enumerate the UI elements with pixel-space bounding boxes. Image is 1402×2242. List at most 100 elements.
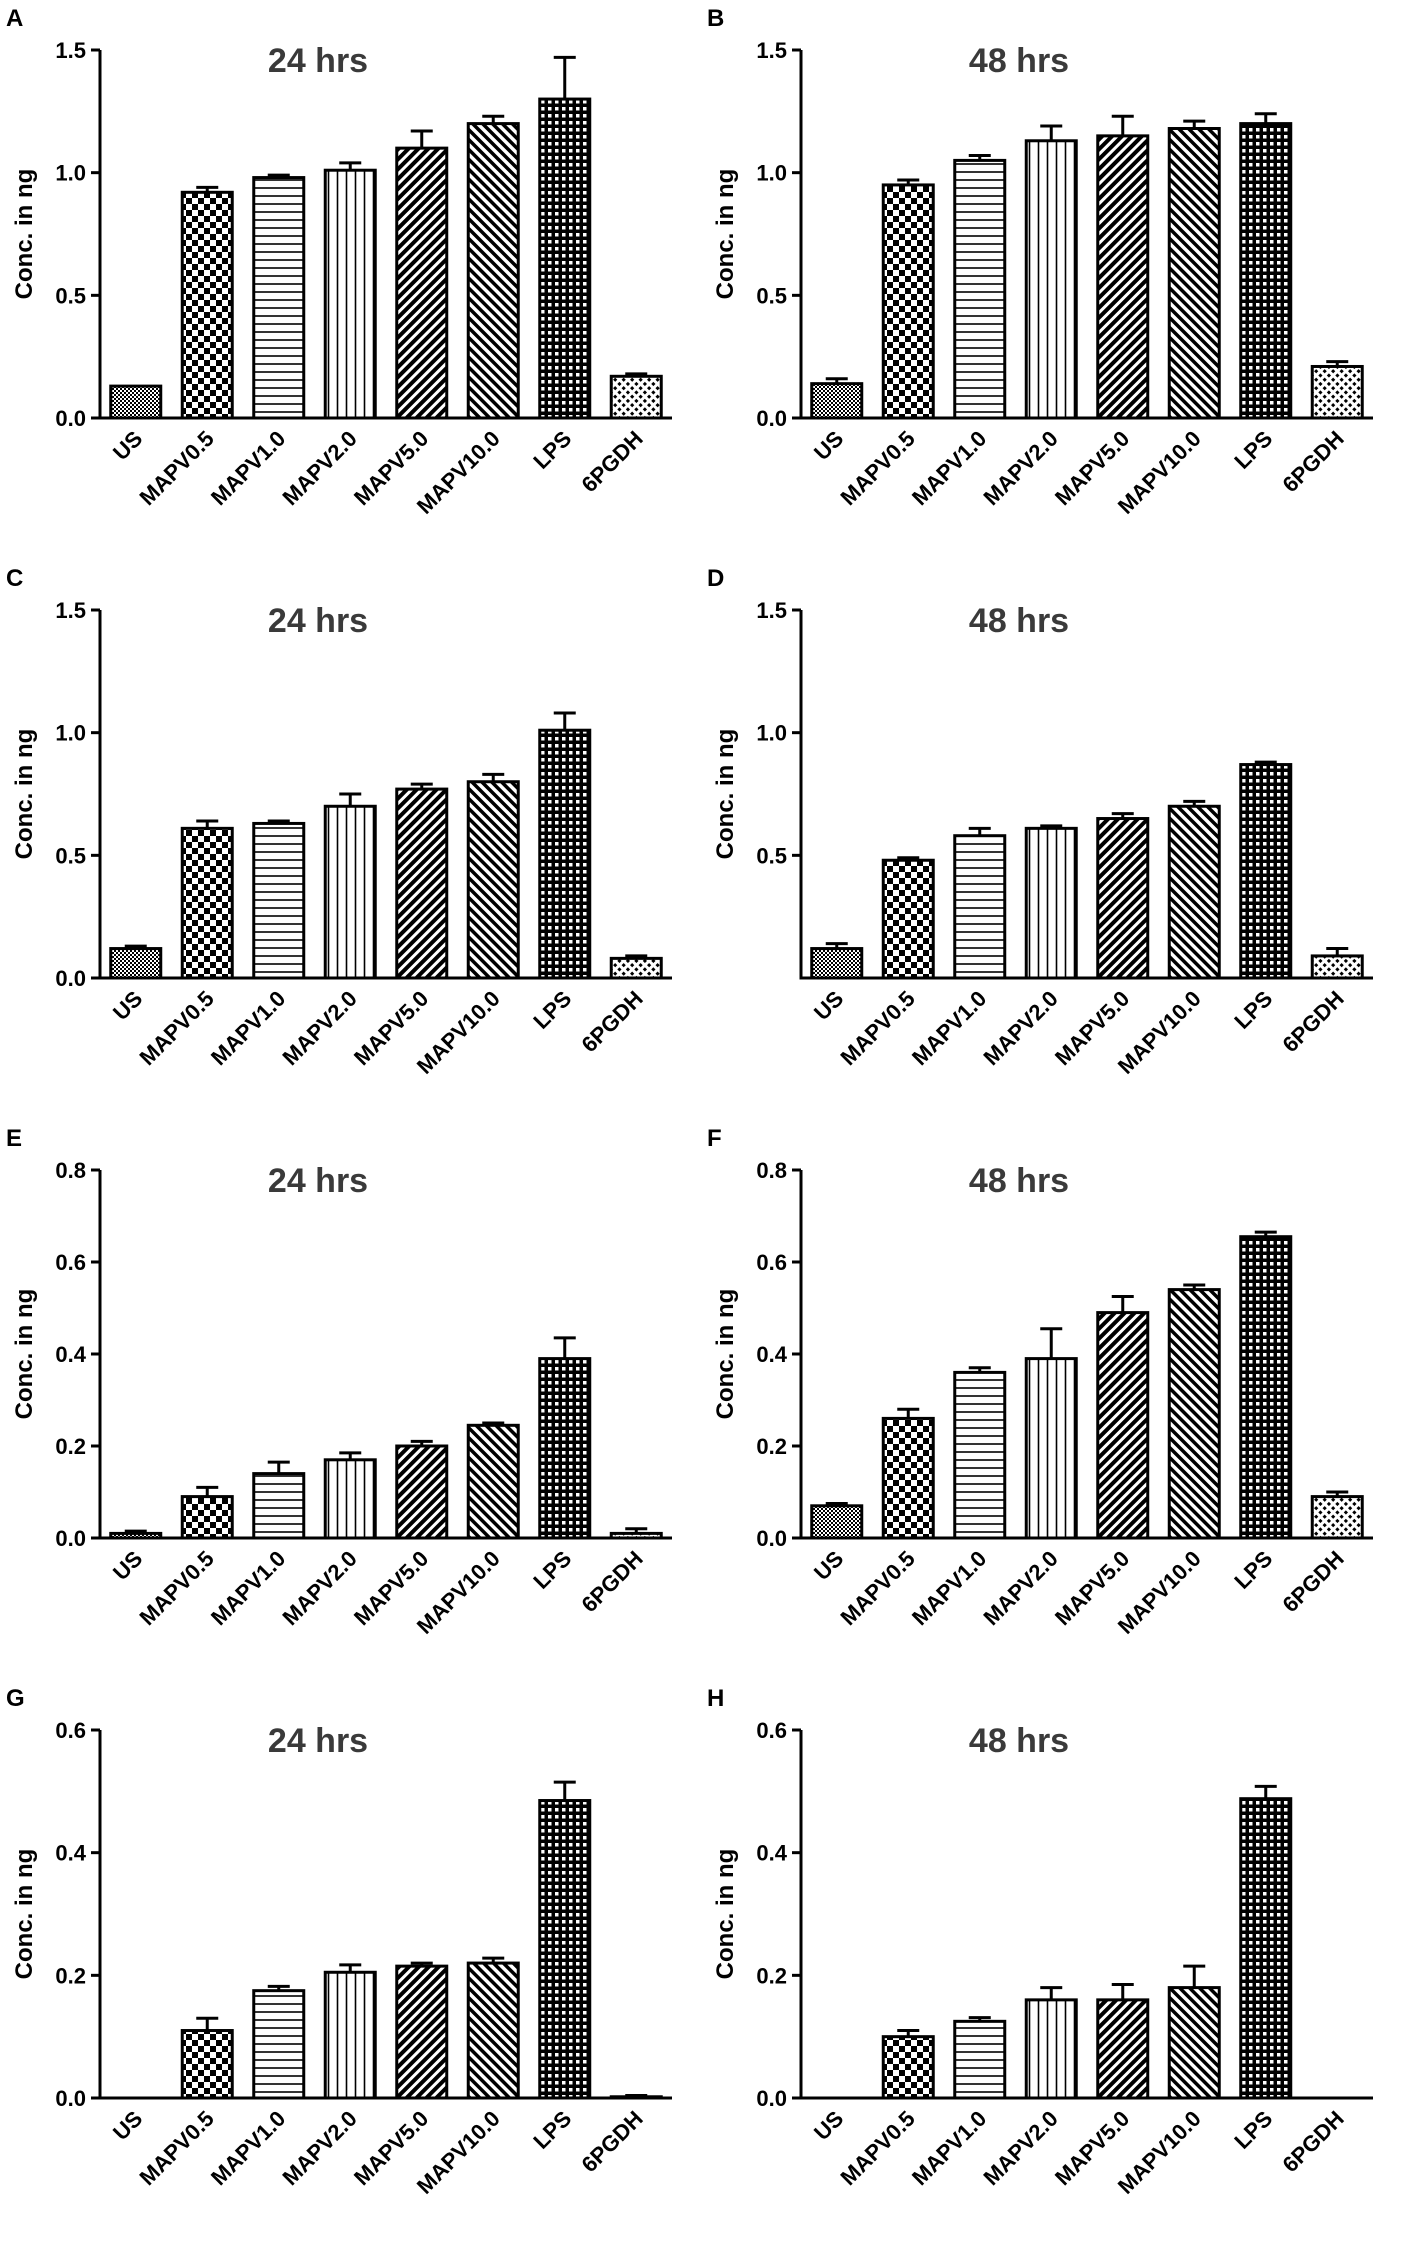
x-tick-label: US (108, 2106, 147, 2145)
x-tick-label: 6PGDH (577, 1546, 648, 1617)
y-tick-label: 0.5 (55, 843, 86, 868)
x-tick-label: MAPV2.0 (278, 426, 362, 510)
bar-mapv10-0 (466, 780, 520, 980)
bar-6pgdh (609, 956, 663, 980)
x-tick-label: US (809, 1546, 848, 1585)
bar-lps (538, 1799, 592, 2100)
y-axis-label: Conc. in ng (712, 1289, 739, 1420)
y-tick-label: 0.0 (756, 2086, 787, 2111)
bar-lps (1239, 1797, 1293, 2100)
y-axis-label: Conc. in ng (11, 169, 38, 300)
y-tick-label: 0.2 (55, 1963, 86, 1988)
x-tick-label: MAPV0.5 (836, 1546, 920, 1630)
panel-letter: F (707, 1125, 722, 1152)
bar-lps (538, 97, 592, 420)
bar-mapv0-5 (881, 858, 935, 980)
bar-mapv1-0 (252, 1472, 306, 1540)
bar-mapv5-0 (1096, 1311, 1150, 1540)
bar-mapv5-0 (1096, 817, 1150, 980)
y-tick-label: 0.2 (55, 1434, 86, 1459)
y-tick-label: 1.0 (756, 721, 787, 746)
y-tick-label: 0.0 (756, 406, 787, 431)
x-tick-label: LPS (528, 986, 576, 1034)
y-tick-label: 0.0 (55, 966, 86, 991)
bar-mapv5-0 (1096, 134, 1150, 420)
bar-mapv10-0 (1167, 1288, 1221, 1540)
y-tick-label: 0.2 (756, 1963, 787, 1988)
y-tick-label: 0.8 (55, 1158, 86, 1183)
y-tick-label: 1.5 (55, 598, 86, 623)
y-tick-label: 0.4 (756, 1841, 787, 1866)
bar-mapv2-0 (323, 804, 377, 980)
y-axis-label: Conc. in ng (11, 1289, 38, 1420)
y-tick-label: 0.0 (55, 2086, 86, 2111)
chart-panel-b: B 48 hrs Conc. in ng 0.0 0.5 1.0 1.5 US MAPV0.5 M… (701, 0, 1402, 560)
chart-panel-a: A 24 hrs Conc. in ng 0.0 0.5 1.0 1.5 US MAPV0.5 M… (0, 0, 701, 560)
x-tick-label: LPS (1229, 2106, 1277, 2154)
panel-letter: C (6, 565, 23, 592)
chart-title: 48 hrs (969, 1722, 1069, 1760)
bar-mapv10-0 (1167, 1986, 1221, 2100)
y-axis-label: Conc. in ng (11, 1849, 38, 1980)
bar-mapv2-0 (1024, 826, 1078, 980)
x-tick-label: MAPV1.0 (907, 1546, 991, 1630)
panel-letter: D (707, 565, 724, 592)
y-tick-label: 0.4 (55, 1841, 86, 1866)
bar-mapv1-0 (252, 821, 306, 980)
panel-letter: B (707, 5, 724, 32)
y-tick-label: 0.5 (55, 283, 86, 308)
x-tick-label: MAPV1.0 (206, 426, 290, 510)
x-tick-label: LPS (528, 1546, 576, 1594)
x-tick-label: MAPV2.0 (979, 1546, 1063, 1630)
x-tick-label: 6PGDH (577, 2106, 648, 2177)
chart-title: 24 hrs (268, 42, 368, 80)
chart-title: 24 hrs (268, 1722, 368, 1760)
x-tick-label: LPS (528, 2106, 576, 2154)
x-tick-label: 6PGDH (1278, 986, 1349, 1057)
x-tick-label: MAPV2.0 (278, 1546, 362, 1630)
chart-panel-e: E 24 hrs Conc. in ng 0.0 0.2 0.4 0.6 0.8 US MAPV0… (0, 1120, 701, 1680)
x-tick-label: MAPV1.0 (907, 426, 991, 510)
x-tick-label: MAPV0.5 (135, 2106, 219, 2190)
y-tick-label: 0.6 (55, 1718, 86, 1743)
bar-us (109, 384, 163, 420)
chart-title: 48 hrs (969, 42, 1069, 80)
y-tick-label: 0.4 (55, 1342, 86, 1367)
bar-lps (1239, 763, 1293, 980)
chart-title: 24 hrs (268, 602, 368, 640)
x-tick-label: MAPV1.0 (206, 986, 290, 1070)
bar-mapv1-0 (953, 158, 1007, 420)
bar-mapv5-0 (1096, 1998, 1150, 2100)
y-axis-label: Conc. in ng (712, 169, 739, 300)
x-tick-label: MAPV2.0 (979, 2106, 1063, 2190)
x-tick-label: 6PGDH (1278, 1546, 1349, 1617)
bar-6pgdh (1310, 364, 1364, 420)
y-axis-label: Conc. in ng (11, 729, 38, 860)
bar-us (109, 947, 163, 980)
x-tick-label: MAPV0.5 (135, 426, 219, 510)
bar-mapv0-5 (881, 183, 935, 420)
y-tick-label: 0.5 (756, 283, 787, 308)
bar-mapv10-0 (1167, 804, 1221, 980)
x-tick-label: LPS (1229, 426, 1277, 474)
bar-us (109, 1531, 163, 1540)
y-tick-label: 1.0 (756, 161, 787, 186)
bar-mapv2-0 (1024, 1357, 1078, 1540)
x-tick-label: MAPV1.0 (206, 1546, 290, 1630)
chart-title: 48 hrs (969, 602, 1069, 640)
y-axis-label: Conc. in ng (712, 729, 739, 860)
x-tick-label: 6PGDH (577, 986, 648, 1057)
bar-mapv10-0 (466, 1423, 520, 1540)
bar-mapv10-0 (466, 122, 520, 420)
y-tick-label: 1.5 (756, 598, 787, 623)
x-tick-label: LPS (1229, 986, 1277, 1034)
bar-us (810, 382, 864, 420)
chart-panel-h: H 48 hrs Conc. in ng 0.0 0.2 0.4 0.6 US MAPV0.5 M… (701, 1680, 1402, 2240)
y-tick-label: 1.5 (55, 38, 86, 63)
y-axis-label: Conc. in ng (712, 1849, 739, 1980)
y-tick-label: 1.5 (756, 38, 787, 63)
